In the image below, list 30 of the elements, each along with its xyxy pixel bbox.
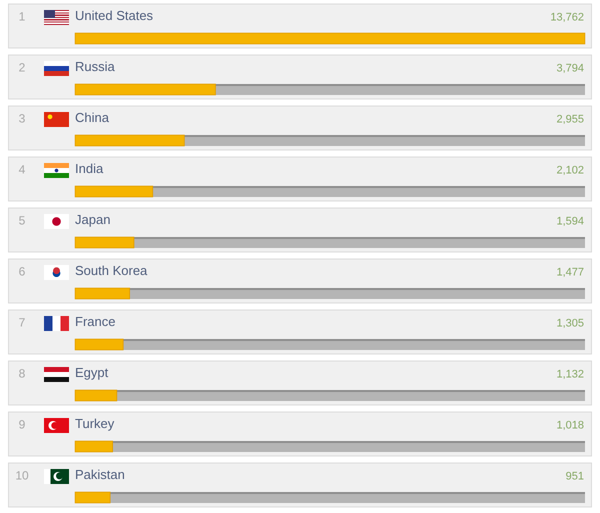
y-tick-label: China bbox=[75, 110, 110, 125]
y-tick-label: Turkey bbox=[75, 416, 115, 431]
y-tick-label: Russia bbox=[75, 59, 116, 74]
data-label: 2,955 bbox=[556, 114, 584, 126]
data-label: 1,132 bbox=[556, 368, 584, 380]
y-tick-label: Japan bbox=[75, 212, 110, 227]
y-tick-label: Pakistan bbox=[75, 467, 125, 482]
text: 4 bbox=[18, 162, 26, 176]
data-label: 2,102 bbox=[556, 164, 584, 176]
text: 1 bbox=[18, 10, 26, 24]
data-label: 1,305 bbox=[556, 318, 584, 330]
data-label: 951 bbox=[566, 470, 584, 482]
text: 10 bbox=[15, 468, 29, 482]
data-label: 1,477 bbox=[556, 266, 584, 278]
text: 5 bbox=[18, 214, 26, 228]
y-tick-label: Egypt bbox=[75, 365, 109, 380]
text: 3 bbox=[18, 112, 26, 126]
y-tick-label: United States bbox=[75, 8, 154, 23]
text: 6 bbox=[18, 264, 26, 278]
text: 8 bbox=[18, 366, 26, 380]
data-label: 1,018 bbox=[556, 420, 584, 432]
data-label: 13,762 bbox=[550, 12, 584, 24]
y-tick-label: South Korea bbox=[75, 263, 148, 278]
y-tick-label: France bbox=[75, 314, 116, 329]
y-tick-label: India bbox=[75, 161, 104, 176]
data-label: 3,794 bbox=[556, 62, 584, 74]
text: 7 bbox=[18, 316, 26, 330]
data-label: 1,594 bbox=[556, 216, 584, 228]
text: 9 bbox=[18, 418, 26, 432]
text: 2 bbox=[18, 60, 26, 74]
